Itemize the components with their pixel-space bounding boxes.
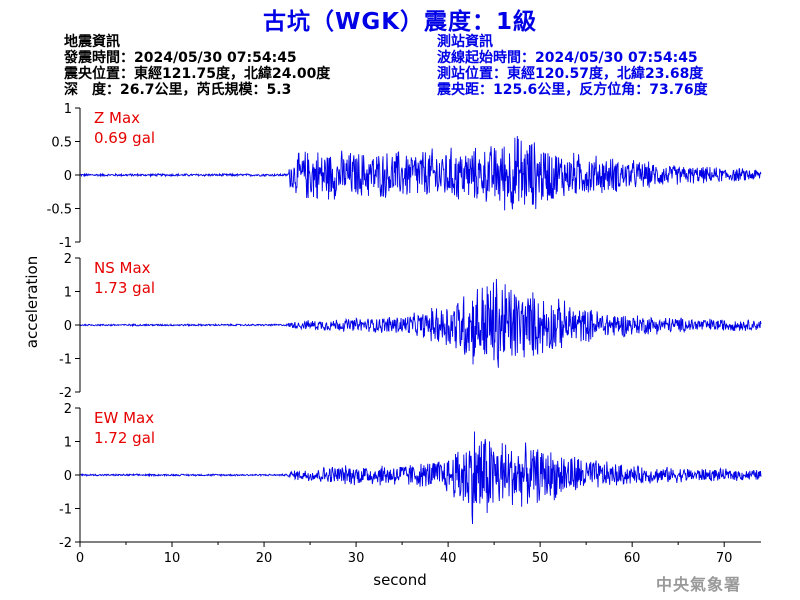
- z-max-label: Z Max: [94, 109, 140, 127]
- ew-y-tick-label: -2: [59, 536, 72, 551]
- origin-time: 發震時間：2024/05/30 07:54:45: [64, 50, 297, 66]
- station-info: 測站資訊 波線起始時間：2024/05/30 07:54:45 測站位置：東經1…: [437, 34, 708, 98]
- ew-y-tick-label: 0: [64, 469, 72, 484]
- earthquake-info: 地震資訊 發震時間：2024/05/30 07:54:45 震央位置：東經121…: [64, 34, 330, 98]
- x-tick-label: 40: [440, 551, 457, 566]
- ns-y-tick-label: 1: [64, 286, 72, 301]
- station-location: 測站位置：東經120.57度，北緯23.68度: [437, 66, 704, 82]
- z-y-tick-label: 1: [64, 102, 72, 117]
- ns-max-value: 1.73 gal: [94, 279, 155, 297]
- ns-y-tick-label: 0: [64, 319, 72, 334]
- z-y-tick-label: -0.5: [47, 203, 72, 218]
- y-axis-label: acceleration: [23, 256, 41, 348]
- x-tick-label: 20: [256, 551, 273, 566]
- ew-y-tick-label: 1: [64, 436, 72, 451]
- x-tick-label: 70: [716, 551, 733, 566]
- wave-onset-time: 波線起始時間：2024/05/30 07:54:45: [437, 50, 698, 66]
- ns-y-tick-label: 2: [64, 252, 72, 267]
- x-tick-label: 60: [624, 551, 641, 566]
- depth-magnitude: 深 度：26.7公里，芮氏規模：5.3: [64, 82, 292, 98]
- z-waveform-line: [79, 136, 762, 211]
- ew-waveform-line: [79, 431, 762, 525]
- earthquake-info-heading: 地震資訊: [64, 34, 120, 50]
- ns-waveform-line: [79, 278, 762, 368]
- x-tick-label: 50: [532, 551, 549, 566]
- ns-y-tick-label: -1: [59, 353, 72, 368]
- station-info-heading: 測站資訊: [437, 34, 493, 50]
- ew-y-tick-label: -1: [59, 503, 72, 518]
- z-y-tick-label: 0: [64, 169, 72, 184]
- ew-y-tick-label: 2: [64, 402, 72, 417]
- x-tick-label: 10: [164, 551, 181, 566]
- x-axis-label: second: [373, 571, 427, 589]
- distance-azimuth: 震央距：125.6公里，反方位角：73.76度: [437, 82, 708, 98]
- x-tick-label: 0: [76, 551, 84, 566]
- ew-max-label: EW Max: [94, 409, 154, 427]
- page-title: 古坑（WGK）震度：1級: [262, 9, 538, 35]
- z-y-tick-label: 0.5: [51, 136, 72, 151]
- x-tick-label: 30: [348, 551, 365, 566]
- ns-y-tick-label: -2: [59, 386, 72, 401]
- z-y-tick-label: -1: [59, 236, 72, 251]
- ns-max-label: NS Max: [94, 259, 151, 277]
- agency-name: 中央氣象署: [656, 575, 742, 594]
- z-max-value: 0.69 gal: [94, 129, 155, 147]
- ew-max-value: 1.72 gal: [94, 429, 155, 447]
- epicenter-location: 震央位置：東經121.75度，北緯24.00度: [64, 66, 331, 82]
